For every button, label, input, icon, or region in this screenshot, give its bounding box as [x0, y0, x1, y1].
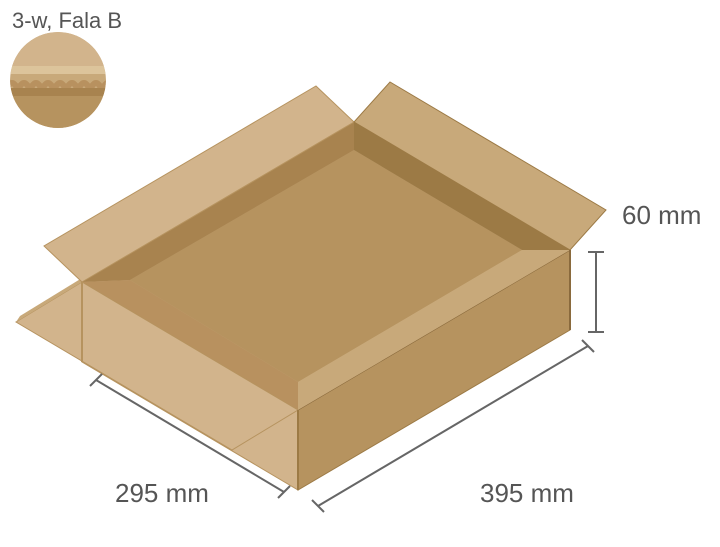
dimension-width: 295 mm	[115, 478, 209, 509]
box-illustration	[0, 0, 720, 547]
dimension-height: 60 mm	[622, 200, 701, 231]
dimension-length: 395 mm	[480, 478, 574, 509]
